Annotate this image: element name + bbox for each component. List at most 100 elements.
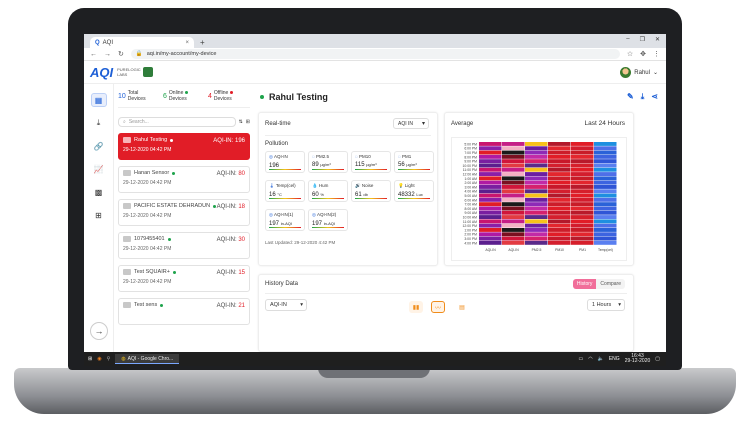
heatmap-cell[interactable] <box>594 210 617 215</box>
analytics-icon[interactable]: 📈 <box>93 164 104 174</box>
heatmap-cell[interactable] <box>502 215 525 219</box>
search-input[interactable]: ⌕ Search... <box>118 116 236 127</box>
heatmap-cell[interactable] <box>571 240 594 245</box>
grid-view-icon[interactable]: ⊞ <box>245 118 250 125</box>
aqi-logo[interactable]: AQI <box>90 64 114 80</box>
heatmap-cell[interactable] <box>594 228 617 232</box>
heatmap-cell[interactable] <box>502 176 525 181</box>
metric-tile[interactable]: ◌ PM2.5 89 µg/m³ <box>308 151 348 173</box>
heatmap-cell[interactable] <box>571 206 594 211</box>
browser-tab[interactable]: Q AQI × <box>90 37 194 48</box>
heatmap-cell[interactable] <box>479 202 502 207</box>
bar-chart-button[interactable]: ▮▮ <box>409 301 423 313</box>
heatmap-cell[interactable] <box>525 236 548 241</box>
heatmap-cell[interactable] <box>594 172 617 176</box>
heatmap-cell[interactable] <box>594 236 617 241</box>
close-window-button[interactable]: ✕ <box>654 37 660 43</box>
heatmap-cell[interactable] <box>479 176 502 181</box>
heatmap-cell[interactable] <box>525 146 548 151</box>
url-field[interactable]: 🔒 aqi.in/my-account/my-device <box>130 49 620 59</box>
heatmap-cell[interactable] <box>571 176 594 181</box>
heatmap-cell[interactable] <box>502 236 525 241</box>
heatmap-cell[interactable] <box>502 172 525 176</box>
minimize-button[interactable]: – <box>626 36 630 42</box>
heatmap-cell[interactable] <box>525 223 548 228</box>
heatmap-cell[interactable] <box>525 210 548 215</box>
heatmap-cell[interactable] <box>594 146 617 151</box>
heatmap-cell[interactable] <box>525 142 548 146</box>
heatmap-cell[interactable] <box>548 176 571 181</box>
heatmap-cell[interactable] <box>548 232 571 237</box>
heatmap-cell[interactable] <box>502 159 525 164</box>
heatmap-cell[interactable] <box>571 215 594 219</box>
heatmap-cell[interactable] <box>502 193 525 198</box>
heatmap-cell[interactable] <box>548 215 571 219</box>
metric-tile[interactable]: ◌ PM10 115 µg/m³ <box>351 151 391 173</box>
heatmap-cell[interactable] <box>571 193 594 198</box>
heatmap-cell[interactable] <box>594 223 617 228</box>
metric-tile[interactable]: 💡 Light 48332 Lux <box>394 180 434 202</box>
compare-tab[interactable]: Compare <box>596 279 625 289</box>
heatmap-cell[interactable] <box>594 206 617 211</box>
metric-tile[interactable]: ◎ AQI-IN(2) 197 in-AQI <box>308 209 348 231</box>
heatmap-cell[interactable] <box>479 219 502 224</box>
heatmap-cell[interactable] <box>479 193 502 198</box>
heatmap-cell[interactable] <box>571 159 594 164</box>
heatmap-cell[interactable] <box>479 142 502 146</box>
heatmap-cell[interactable] <box>548 223 571 228</box>
heatmap-cell[interactable] <box>479 163 502 168</box>
heatmap-cell[interactable] <box>548 172 571 176</box>
heatmap-cell[interactable] <box>502 180 525 185</box>
heatmap-cell[interactable] <box>502 232 525 237</box>
heatmap-cell[interactable] <box>594 163 617 168</box>
heatmap-cell[interactable] <box>594 193 617 198</box>
expand-arrow-icon[interactable]: → <box>90 322 108 340</box>
heatmap-cell[interactable] <box>571 219 594 224</box>
heatmap-cell[interactable] <box>525 206 548 211</box>
heatmap-cell[interactable] <box>571 172 594 176</box>
heatmap-cell[interactable] <box>479 189 502 194</box>
heatmap-cell[interactable] <box>571 167 594 172</box>
heatmap-cell[interactable] <box>548 159 571 164</box>
history-param-select[interactable]: AQI-IN ▾ <box>265 299 307 311</box>
heatmap-cell[interactable] <box>479 146 502 151</box>
heatmap-cell[interactable] <box>502 142 525 146</box>
heatmap-cell[interactable] <box>594 189 617 194</box>
device-card[interactable]: PACIFIC ESTATE DEHRADUN AQI-IN: 18 29-12… <box>118 199 250 226</box>
heatmap-cell[interactable] <box>594 159 617 164</box>
share-icon[interactable]: ⋖ <box>651 92 658 101</box>
download-icon[interactable]: ⤓ <box>640 92 645 101</box>
heatmap-cell[interactable] <box>571 236 594 241</box>
heatmap-cell[interactable] <box>594 240 617 245</box>
heatmap-cell[interactable] <box>502 189 525 194</box>
heatmap-cell[interactable] <box>479 180 502 185</box>
taskbar-chrome-item[interactable]: ◍ AQI - Google Chro... <box>115 354 180 364</box>
heatmap-cell[interactable] <box>548 210 571 215</box>
heatmap-cell[interactable] <box>571 163 594 168</box>
heatmap-cell[interactable] <box>525 202 548 207</box>
heatmap-cell[interactable] <box>479 185 502 189</box>
heatmap-cell[interactable] <box>525 189 548 194</box>
back-icon[interactable]: ← <box>90 50 97 58</box>
forward-icon[interactable]: → <box>104 50 111 58</box>
heatmap-cell[interactable] <box>525 228 548 232</box>
heatmap-cell[interactable] <box>548 163 571 168</box>
widgets-icon[interactable]: ⊞ <box>95 210 102 220</box>
windows-start-icon[interactable]: ⊞ <box>88 356 93 362</box>
heatmap-cell[interactable] <box>525 232 548 237</box>
clock[interactable]: 16:43 29-12-2020 <box>624 353 651 364</box>
heatmap-cell[interactable] <box>594 154 617 159</box>
heatmap-cell[interactable] <box>548 146 571 151</box>
heatmap-cell[interactable] <box>571 180 594 185</box>
heatmap-cell[interactable] <box>594 142 617 146</box>
heatmap-cell[interactable] <box>479 167 502 172</box>
heatmap-cell[interactable] <box>502 185 525 189</box>
heatmap-cell[interactable] <box>525 154 548 159</box>
device-card[interactable]: Test SQUAIR+ AQI-IN: 15 29-12-2020 04:42… <box>118 265 250 292</box>
extension-icon[interactable]: ✥ <box>640 51 646 58</box>
metric-tile[interactable]: ◎ AQI-IN 196 <box>265 151 305 173</box>
heatmap-cell[interactable] <box>525 176 548 181</box>
heatmap-cell[interactable] <box>525 197 548 202</box>
heatmap-cell[interactable] <box>479 150 502 155</box>
line-chart-button[interactable]: 〰 <box>431 301 445 313</box>
